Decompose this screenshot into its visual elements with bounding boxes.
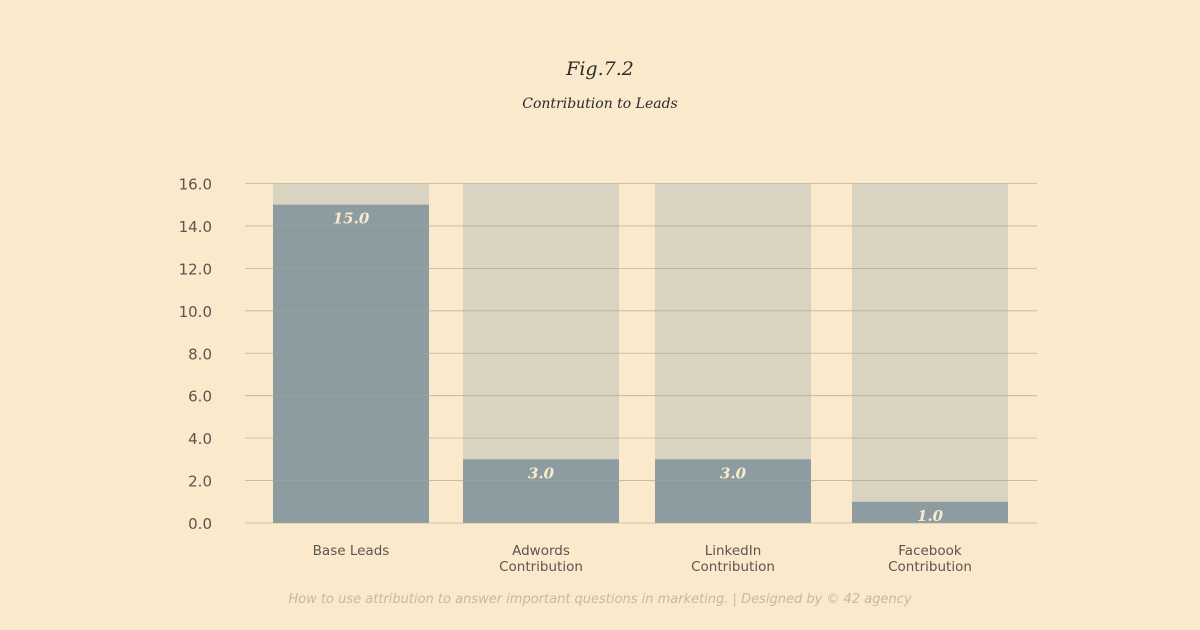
x-tick-label: LinkedIn bbox=[705, 543, 762, 559]
y-tick-label: 12.0 bbox=[179, 260, 212, 278]
data-label: 3.0 bbox=[528, 464, 555, 482]
y-tick-label: 16.0 bbox=[179, 176, 212, 194]
bar bbox=[655, 459, 811, 523]
x-tick-label: Contribution bbox=[691, 559, 775, 575]
y-tick-label: 8.0 bbox=[188, 345, 212, 363]
chart-subtitle: Contribution to Leads bbox=[522, 96, 678, 112]
bar bbox=[273, 204, 429, 523]
data-label: 15.0 bbox=[333, 210, 370, 228]
y-tick-label: 6.0 bbox=[188, 388, 212, 406]
y-tick-label: 4.0 bbox=[188, 430, 212, 448]
bar bbox=[463, 459, 619, 523]
figure-label: Fig.7.2 bbox=[566, 58, 634, 80]
x-tick-label: Facebook bbox=[898, 543, 962, 559]
footer-credit: How to use attribution to answer importa… bbox=[288, 592, 912, 607]
bar bbox=[852, 501, 1008, 523]
data-label: 3.0 bbox=[720, 464, 747, 482]
x-tick-label: Contribution bbox=[888, 559, 972, 575]
y-tick-label: 14.0 bbox=[179, 218, 212, 236]
x-tick-label: Base Leads bbox=[313, 543, 390, 559]
y-tick-label: 10.0 bbox=[179, 303, 212, 321]
y-tick-label: 0.0 bbox=[188, 515, 212, 533]
x-tick-label: Adwords bbox=[512, 543, 570, 559]
data-label: 1.0 bbox=[917, 507, 944, 525]
y-tick-label: 2.0 bbox=[188, 473, 212, 491]
x-tick-label: Contribution bbox=[499, 559, 583, 575]
